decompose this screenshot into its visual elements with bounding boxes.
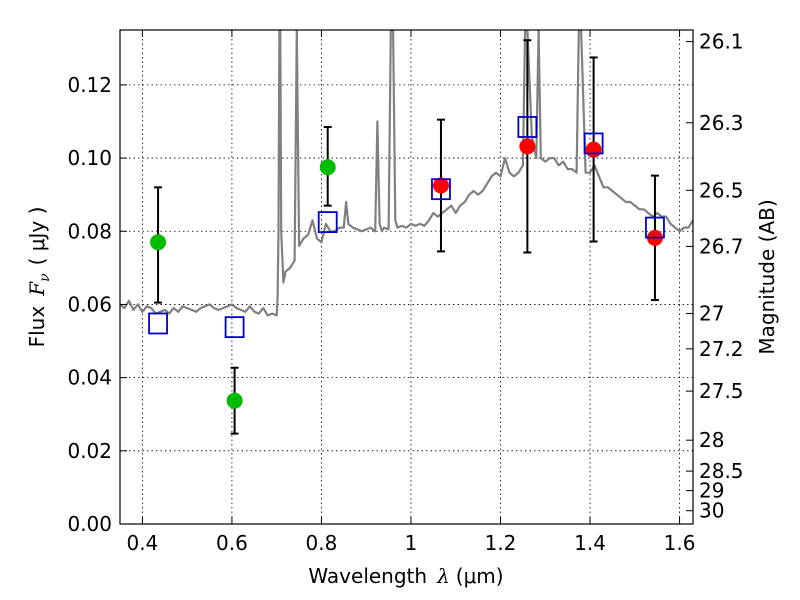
y-tick-label: 0.08 <box>67 219 112 243</box>
model-photometry-point <box>224 316 245 339</box>
magnitude-tick-label: 30 <box>699 499 724 523</box>
x-tick-label: 1.6 <box>664 531 696 555</box>
model-photometry-point <box>583 132 604 155</box>
data-markers <box>148 39 665 435</box>
x-tick-label: 1.4 <box>574 531 606 555</box>
y-tick-label: 0.04 <box>67 366 112 390</box>
y-axis-title: Flux Fν ( μJy ) <box>25 207 53 348</box>
model-spectrum-layer <box>120 30 693 317</box>
y-axis-title-prefix: Flux <box>25 306 49 348</box>
y-tick-label: 0.10 <box>67 146 112 170</box>
y-tick-label: 0.06 <box>67 292 112 316</box>
y-tick-label: 0.12 <box>67 73 112 97</box>
x-tick-label: 0.6 <box>216 531 248 555</box>
model-photometry-point <box>517 116 538 138</box>
model-photometry-point <box>645 216 665 239</box>
magnitude-tick-label: 26.3 <box>699 111 744 135</box>
y-axis-units: ( μJy ) <box>25 207 49 266</box>
y-axis-flux-subscript: ν <box>37 273 53 282</box>
magnitude-tick-label: 28.5 <box>699 459 744 483</box>
y2-axis-title: Magnitude (AB) <box>755 199 779 354</box>
x-tick-label: 0.8 <box>306 531 338 555</box>
x-axis-title-prefix: Wavelength <box>308 564 427 588</box>
x-axis-units: (μm) <box>456 564 504 588</box>
x-axis-lambda-symbol: λ <box>436 564 450 588</box>
observed-optical-point <box>150 234 167 251</box>
magnitude-tick-label: 26.7 <box>699 234 744 258</box>
magnitude-tick-label: 27 <box>699 301 724 325</box>
x-tick-label: 0.4 <box>126 531 158 555</box>
model-photometry-point <box>148 312 168 335</box>
y-tick-label: 0.00 <box>67 512 112 536</box>
observed-nir-point <box>432 177 449 194</box>
magnitude-tick-label: 26.5 <box>699 178 744 202</box>
magnitude-tick-label: 29 <box>699 479 724 503</box>
magnitude-tick-label: 28 <box>699 428 724 452</box>
observed-optical-point <box>319 159 336 176</box>
model-photometry-point <box>317 211 338 234</box>
x-tick-label: 1 <box>405 531 418 555</box>
plot-frame <box>119 29 694 525</box>
observed-optical-point <box>226 392 243 409</box>
magnitude-tick-label: 27.2 <box>699 337 744 361</box>
magnitude-tick-label: 26.1 <box>699 30 744 54</box>
model-photometry-point <box>431 178 451 201</box>
observed-nir-point <box>519 138 536 155</box>
y-tick-label: 0.02 <box>67 439 112 463</box>
magnitude-tick-label: 27.5 <box>699 379 744 403</box>
x-axis-title: Wavelength λ (μm) <box>308 564 503 588</box>
model-spectrum-line <box>120 30 693 317</box>
axis-ticks: 0.4 0.6 0.8 1 1.2 1.4 1.6 0.00 0.02 0.04 0.06 0.08 0… <box>67 30 743 555</box>
x-tick-label: 1.2 <box>485 531 517 555</box>
observed-nir-point <box>585 141 602 158</box>
y-axis-flux-symbol: F <box>25 281 49 297</box>
